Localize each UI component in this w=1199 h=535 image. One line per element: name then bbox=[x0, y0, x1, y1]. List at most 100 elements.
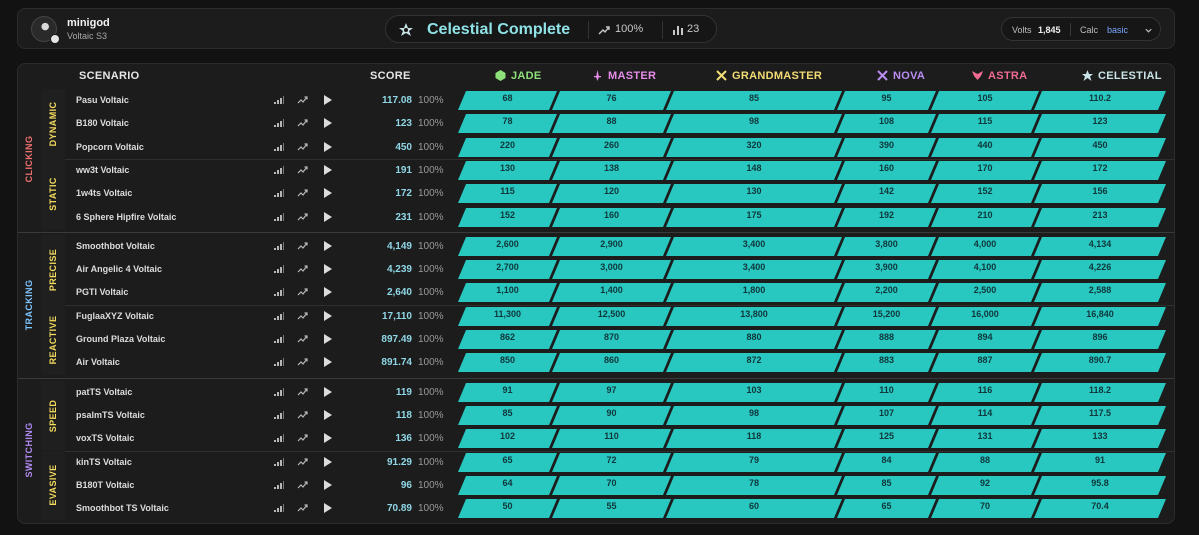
trend-chart-icon[interactable] bbox=[297, 287, 308, 297]
trend-chart-icon[interactable] bbox=[297, 480, 308, 490]
trend-chart-icon[interactable] bbox=[297, 188, 308, 198]
scenario-name[interactable]: Air Voltaic bbox=[76, 357, 120, 368]
threshold-value: 90 bbox=[606, 407, 617, 418]
scenario-name[interactable]: PGTI Voltaic bbox=[76, 287, 129, 298]
play-icon[interactable] bbox=[324, 264, 332, 275]
scenario-name[interactable]: B180 Voltaic bbox=[76, 118, 129, 129]
play-icon[interactable] bbox=[324, 409, 332, 420]
signal-bars-icon[interactable] bbox=[274, 119, 284, 128]
signal-bars-icon[interactable] bbox=[274, 165, 284, 174]
threshold-bar-celestial bbox=[1034, 160, 1166, 180]
calc-mode-dropdown[interactable]: basic bbox=[1107, 25, 1129, 35]
trend-chart-icon[interactable] bbox=[297, 457, 308, 467]
play-icon[interactable] bbox=[324, 240, 332, 251]
scenario-name[interactable]: Popcorn Voltaic bbox=[76, 141, 144, 152]
scenario-name[interactable]: Smoothbot TS Voltaic bbox=[76, 503, 169, 514]
trend-chart-icon[interactable] bbox=[297, 410, 308, 420]
scenario-name[interactable]: Ground Plaza Voltaic bbox=[76, 334, 166, 344]
play-icon[interactable] bbox=[324, 433, 332, 444]
signal-bars-icon[interactable] bbox=[274, 311, 284, 320]
column-header-grandmaster: GRANDMASTER bbox=[732, 70, 823, 82]
signal-bars-icon[interactable] bbox=[274, 358, 284, 367]
chevron-down-icon[interactable] bbox=[1144, 26, 1153, 35]
play-icon[interactable] bbox=[324, 211, 332, 222]
trend-chart-icon[interactable] bbox=[297, 311, 308, 321]
threshold-value: 65 bbox=[502, 454, 513, 465]
threshold-bar-astra bbox=[931, 429, 1039, 449]
user-name[interactable]: minigod bbox=[67, 17, 110, 29]
scenario-name[interactable]: voxTS Voltaic bbox=[76, 433, 135, 444]
signal-bars-icon[interactable] bbox=[274, 335, 284, 343]
threshold-bar-master bbox=[552, 306, 671, 326]
signal-bars-icon[interactable] bbox=[274, 189, 284, 198]
trend-chart-icon[interactable] bbox=[297, 165, 308, 175]
scenario-name[interactable]: kinTS Voltaic bbox=[76, 456, 132, 467]
scenario-name[interactable]: B180T Voltaic bbox=[76, 479, 135, 490]
trend-chart-icon[interactable] bbox=[297, 142, 308, 152]
play-icon[interactable] bbox=[324, 188, 332, 199]
trend-chart-icon[interactable] bbox=[297, 334, 308, 344]
trend-chart-icon[interactable] bbox=[297, 264, 308, 274]
signal-bars-icon[interactable] bbox=[274, 504, 284, 513]
play-icon[interactable] bbox=[324, 118, 332, 129]
signal-bars-icon[interactable] bbox=[274, 288, 284, 297]
threshold-value: 76 bbox=[606, 93, 617, 103]
scenario-name[interactable]: ww3t Voltaic bbox=[76, 164, 130, 175]
play-icon[interactable] bbox=[324, 95, 332, 105]
threshold-bar-master bbox=[552, 260, 671, 280]
play-icon[interactable] bbox=[324, 141, 332, 152]
calc-settings[interactable]: Volts 1,845 Calc basic bbox=[1001, 17, 1161, 41]
rank-summary: Celestial Complete 100% 23 bbox=[385, 15, 717, 43]
scenario-name[interactable]: 1w4ts Voltaic bbox=[76, 188, 133, 199]
scenario-name[interactable]: Air Angelic 4 Voltaic bbox=[76, 264, 163, 275]
threshold-bar-master bbox=[552, 137, 671, 157]
scenario-name[interactable]: Smoothbot Voltaic bbox=[76, 240, 155, 251]
table-row: psalmTS Voltaic 118 100% 85 90 98 107 114 117.5 bbox=[65, 404, 1174, 427]
signal-bars-icon[interactable] bbox=[274, 241, 284, 250]
scenario-name[interactable]: 6 Sphere Hipfire Voltaic bbox=[76, 211, 177, 222]
signal-bars-icon[interactable] bbox=[274, 480, 284, 489]
play-icon[interactable] bbox=[324, 456, 332, 467]
signal-bars-icon[interactable] bbox=[274, 410, 284, 419]
play-icon[interactable] bbox=[324, 357, 332, 368]
threshold-bar-astra bbox=[931, 499, 1039, 519]
trend-chart-icon[interactable] bbox=[297, 118, 308, 128]
trend-chart-icon[interactable] bbox=[297, 212, 308, 222]
trend-chart-icon[interactable] bbox=[297, 95, 308, 105]
signal-bars-icon[interactable] bbox=[274, 96, 284, 104]
threshold-value: 2,500 bbox=[973, 285, 997, 296]
signal-bars-icon[interactable] bbox=[274, 387, 284, 396]
signal-bars-icon[interactable] bbox=[274, 212, 284, 221]
play-icon[interactable] bbox=[324, 479, 332, 490]
threshold-bar-celestial bbox=[1034, 260, 1166, 280]
signal-bars-icon[interactable] bbox=[274, 142, 284, 151]
category-switching: SWITCHING bbox=[18, 381, 40, 521]
play-icon[interactable] bbox=[324, 334, 332, 344]
scenario-name[interactable]: Pasu Voltaic bbox=[76, 95, 129, 105]
rank-threshold-bars bbox=[458, 236, 1166, 256]
signal-bars-icon[interactable] bbox=[274, 457, 284, 466]
play-icon[interactable] bbox=[324, 287, 332, 298]
play-icon[interactable] bbox=[324, 386, 332, 397]
table-row: Ground Plaza Voltaic 897.49 100% 862 870 880 8… bbox=[65, 328, 1174, 351]
table-row: Popcorn Voltaic 450 100% 220 260 320 390 440 450 bbox=[65, 136, 1174, 159]
scenario-name[interactable]: FuglaaXYZ Voltaic bbox=[76, 310, 154, 321]
trend-chart-icon[interactable] bbox=[297, 387, 308, 397]
trend-chart-icon[interactable] bbox=[297, 241, 308, 251]
trend-chart-icon[interactable] bbox=[297, 433, 308, 443]
play-icon[interactable] bbox=[324, 503, 332, 514]
trend-chart-icon[interactable] bbox=[297, 357, 308, 367]
threshold-bar-jade bbox=[458, 114, 557, 134]
avatar[interactable] bbox=[31, 16, 57, 42]
play-icon[interactable] bbox=[324, 310, 332, 321]
scenario-name[interactable]: patTS Voltaic bbox=[76, 386, 133, 397]
trend-chart-icon[interactable] bbox=[297, 503, 308, 513]
scenario-name[interactable]: psalmTS Voltaic bbox=[76, 409, 145, 420]
signal-bars-icon[interactable] bbox=[274, 265, 284, 274]
threshold-bar-astra bbox=[931, 114, 1039, 134]
play-icon[interactable] bbox=[324, 164, 332, 175]
signal-bars-icon[interactable] bbox=[274, 434, 284, 443]
jade-gem-icon bbox=[495, 70, 506, 81]
threshold-value: 320 bbox=[746, 139, 762, 150]
threshold-value: 55 bbox=[606, 501, 617, 512]
